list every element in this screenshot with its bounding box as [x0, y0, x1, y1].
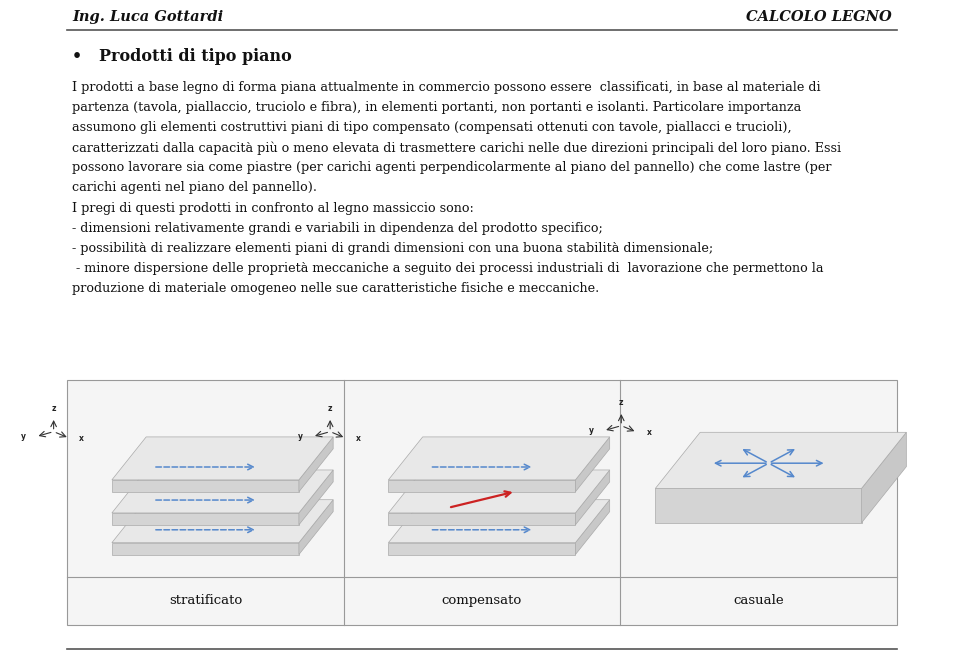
Text: Ing. Luca Gottardi: Ing. Luca Gottardi: [72, 10, 223, 24]
Polygon shape: [575, 437, 610, 492]
Polygon shape: [388, 500, 610, 543]
Text: y: y: [21, 432, 26, 442]
Text: z: z: [328, 404, 333, 413]
Text: stratificato: stratificato: [169, 594, 242, 607]
Polygon shape: [575, 500, 610, 555]
Polygon shape: [112, 500, 333, 543]
Polygon shape: [388, 437, 610, 480]
Text: partenza (tavola, piallaccio, truciolo e fibra), in elementi portanti, non porta: partenza (tavola, piallaccio, truciolo e…: [72, 100, 801, 114]
Text: compensato: compensato: [442, 594, 522, 607]
Text: casuale: casuale: [733, 594, 784, 607]
Polygon shape: [655, 488, 861, 523]
Polygon shape: [388, 543, 575, 555]
Text: z: z: [52, 404, 56, 413]
Bar: [67, 380, 897, 625]
Text: x: x: [356, 434, 361, 443]
Text: - possibilità di realizzare elementi piani di grandi dimensioni con una buona st: - possibilità di realizzare elementi pia…: [72, 242, 713, 255]
Text: possono lavorare sia come piastre (per carichi agenti perpendicolarmente al pian: possono lavorare sia come piastre (per c…: [72, 161, 831, 175]
Text: x: x: [646, 428, 651, 437]
Polygon shape: [655, 432, 906, 488]
Text: x: x: [79, 434, 84, 443]
Polygon shape: [861, 432, 906, 523]
Text: assumono gli elementi costruttivi piani di tipo compensato (compensati ottenuti : assumono gli elementi costruttivi piani …: [72, 121, 791, 134]
Polygon shape: [112, 437, 333, 480]
Text: produzione di materiale omogeneo nelle sue caratteristiche fisiche e meccaniche.: produzione di materiale omogeneo nelle s…: [72, 282, 599, 295]
Text: caratterizzati dalla capacità più o meno elevata di trasmettere carichi nelle du: caratterizzati dalla capacità più o meno…: [72, 141, 841, 155]
Text: I prodotti a base legno di forma piana attualmente in commercio possono essere  : I prodotti a base legno di forma piana a…: [72, 81, 821, 94]
Text: I pregi di questi prodotti in confronto al legno massiccio sono:: I pregi di questi prodotti in confronto …: [72, 202, 474, 215]
Polygon shape: [112, 543, 299, 555]
Text: carichi agenti nel piano del pannello).: carichi agenti nel piano del pannello).: [72, 181, 316, 194]
Polygon shape: [388, 513, 575, 525]
Polygon shape: [299, 500, 333, 555]
Polygon shape: [388, 480, 575, 492]
Polygon shape: [299, 470, 333, 525]
Text: CALCOLO LEGNO: CALCOLO LEGNO: [746, 10, 892, 24]
Polygon shape: [388, 470, 610, 513]
Text: y: y: [297, 432, 303, 442]
Polygon shape: [299, 437, 333, 492]
Text: - dimensioni relativamente grandi e variabili in dipendenza del prodotto specifi: - dimensioni relativamente grandi e vari…: [72, 222, 602, 235]
Polygon shape: [575, 470, 610, 525]
Text: •   Prodotti di tipo piano: • Prodotti di tipo piano: [72, 48, 292, 65]
Polygon shape: [112, 513, 299, 525]
Polygon shape: [112, 470, 333, 513]
Text: z: z: [619, 398, 623, 407]
Text: - minore dispersione delle proprietà meccaniche a seguito dei processi industria: - minore dispersione delle proprietà mec…: [72, 262, 824, 275]
Text: y: y: [589, 426, 594, 436]
Polygon shape: [112, 480, 299, 492]
